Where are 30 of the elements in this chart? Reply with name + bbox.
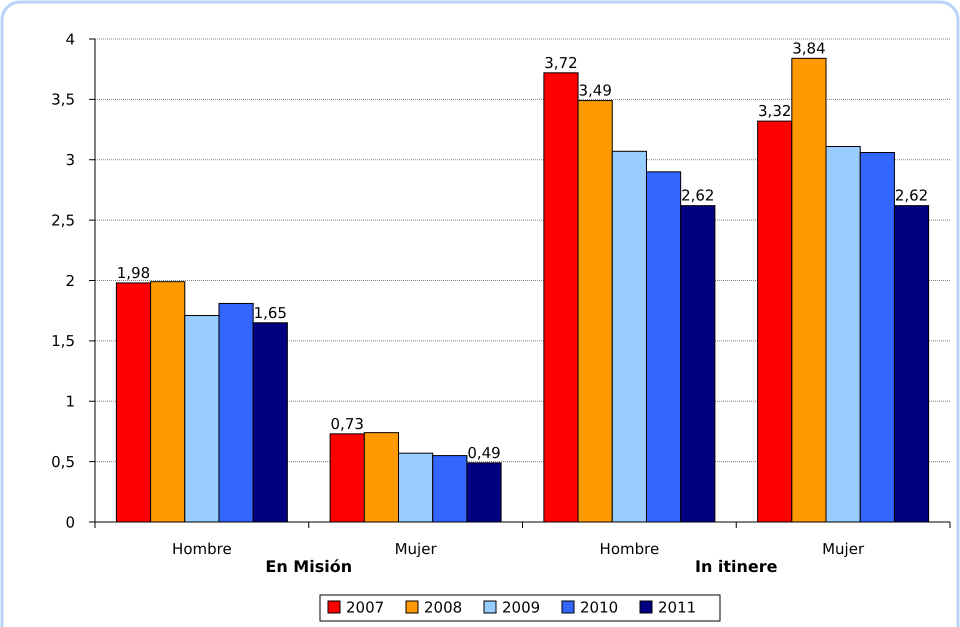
text: In itinere xyxy=(694,557,778,576)
y-tick-label: 3 xyxy=(65,151,75,169)
x-tick-label: Mujer xyxy=(394,540,438,558)
y-tick-label: 4 xyxy=(65,30,75,48)
legend-label: 2010 xyxy=(580,598,618,616)
data-label: 2,62 xyxy=(894,186,928,205)
data-label: 1,65 xyxy=(254,304,287,322)
y-tick-label: 2,5 xyxy=(51,211,75,230)
y-tick-label: 1,5 xyxy=(51,332,75,350)
y-tick-label: 0 xyxy=(65,513,75,532)
x-tick-label: Hombre xyxy=(600,540,660,558)
x-tick-label: Mujer xyxy=(822,540,865,558)
legend-label: 2011 xyxy=(658,598,696,616)
y-tick-label: 2 xyxy=(65,272,75,290)
y-tick-label: 0,5 xyxy=(51,452,75,471)
legend-label: 2009 xyxy=(502,598,540,616)
data-label: 1,98 xyxy=(116,264,150,282)
data-label: 2,62 xyxy=(681,186,714,205)
text: En Misión xyxy=(265,557,352,576)
data-label: 3,72 xyxy=(544,54,578,72)
y-tick-label: 1 xyxy=(65,392,75,410)
legend-label: 2008 xyxy=(424,598,462,616)
data-label: 3,84 xyxy=(792,39,826,58)
data-label: 0,49 xyxy=(467,444,501,462)
data-label: 3,49 xyxy=(578,82,612,100)
data-label: 0,73 xyxy=(330,414,364,433)
y-tick-label: 3,5 xyxy=(51,90,75,109)
legend-label: 2007 xyxy=(346,598,384,616)
data-label: 3,32 xyxy=(758,102,792,120)
x-tick-label: Hombre xyxy=(172,540,232,558)
